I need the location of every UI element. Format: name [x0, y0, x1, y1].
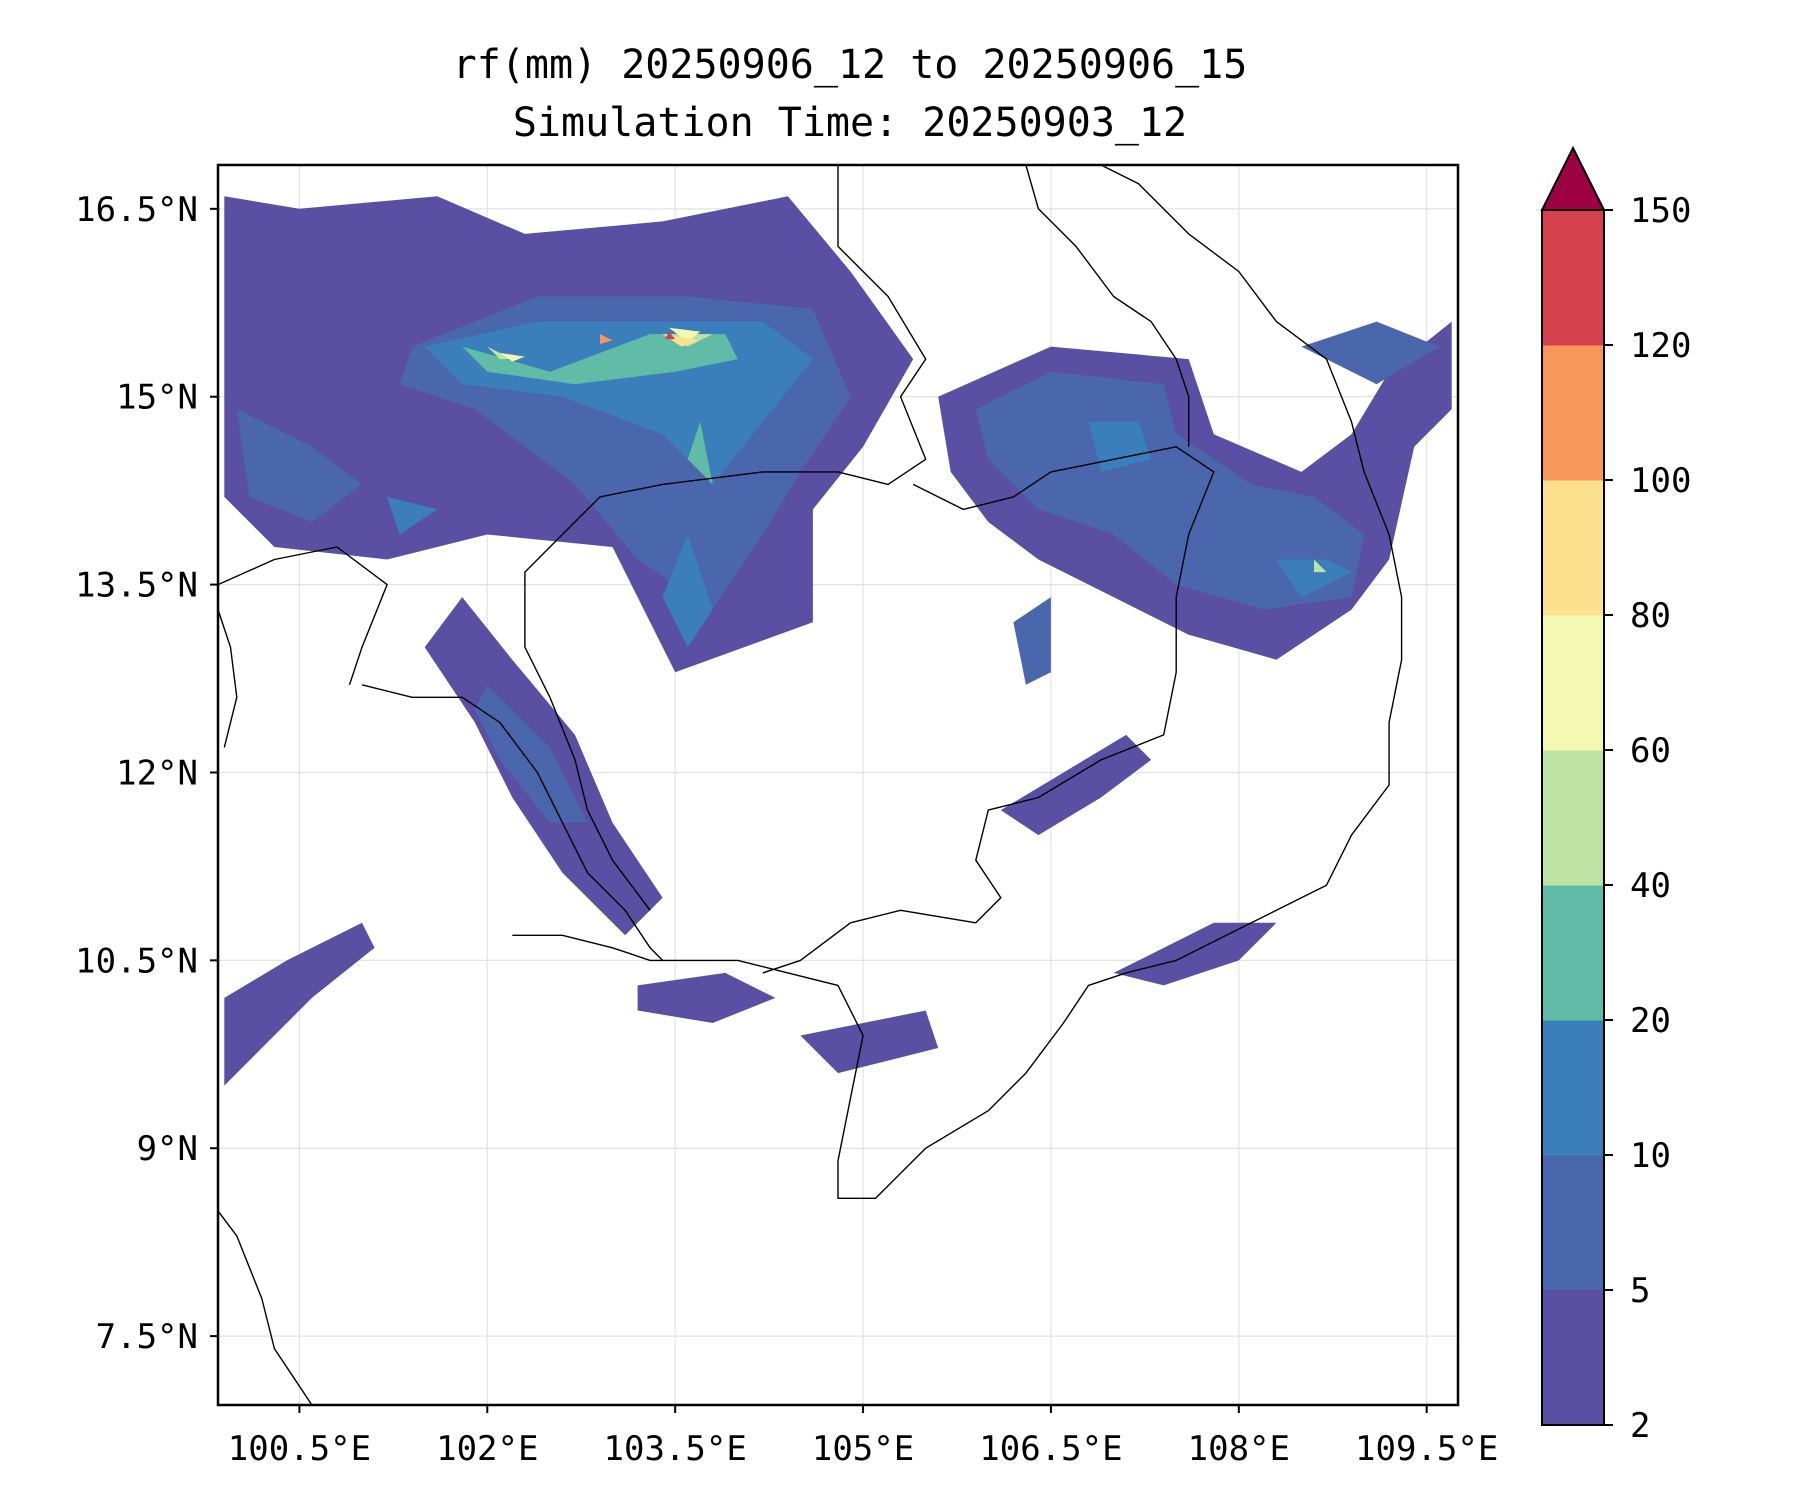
colorbar-segment-5 — [1542, 615, 1604, 751]
colorbar-tick-label-6: 80 — [1630, 596, 1671, 636]
y-tick-label-4: 10.5°N — [75, 941, 198, 981]
rain-region-level-3 — [687, 421, 713, 485]
rain-region-level-2 — [662, 534, 713, 648]
colorbar-tick-label-7: 100 — [1630, 461, 1691, 501]
rain-region-level-2 — [1088, 421, 1152, 472]
plot-title-line-2: Simulation Time: 20250903_12 — [512, 100, 1188, 146]
rain-region-level-1 — [1013, 597, 1051, 685]
rain-region-level-3 — [462, 334, 738, 385]
country-border-1 — [762, 446, 1215, 974]
rain-region-level-1 — [236, 409, 362, 522]
rain-region-level-0 — [224, 922, 375, 1086]
rain-region-level-8 — [665, 331, 676, 340]
colorbar-segment-6 — [1542, 480, 1604, 616]
rain-region-level-1 — [1301, 321, 1440, 385]
y-tick-label-5: 9°N — [137, 1129, 198, 1169]
colorbar-segment-1 — [1542, 1155, 1604, 1291]
rainfall-contours — [224, 196, 1452, 1086]
rain-region-level-5 — [668, 327, 701, 342]
colorbar-tick-label-3: 20 — [1630, 1001, 1671, 1041]
y-tick-label-3: 12°N — [116, 753, 198, 793]
colorbar-tick-label-1: 5 — [1630, 1271, 1650, 1311]
colorbar-tick-label-5: 60 — [1630, 731, 1671, 771]
coastline-2 — [218, 1210, 313, 1405]
coastline-3 — [218, 609, 238, 748]
map-frame — [216, 163, 1460, 1407]
colorbar-segment-0 — [1542, 1290, 1604, 1426]
colorbar-extend-arrow — [1540, 145, 1606, 211]
colorbar-tick-label-0: 2 — [1630, 1406, 1650, 1446]
coastline-0 — [512, 165, 1403, 1199]
colorbar-segment-7 — [1542, 345, 1604, 481]
rain-region-level-0 — [1000, 734, 1152, 836]
country-border-3 — [218, 546, 388, 686]
x-tick-label-2: 103.5°E — [604, 1429, 747, 1469]
x-tick-label-1: 102°E — [436, 1429, 538, 1469]
rain-region-level-4 — [487, 346, 525, 360]
y-tick-label-1: 15°N — [116, 378, 198, 418]
colorbar-tick-label-4: 40 — [1630, 866, 1671, 906]
colorbar-frame — [1541, 209, 1605, 1426]
rain-region-level-0 — [1113, 922, 1277, 986]
y-tick-label-0: 16.5°N — [75, 190, 198, 230]
country-border-2 — [1025, 165, 1190, 447]
colorbar-segment-2 — [1542, 1020, 1604, 1156]
coastline-1 — [361, 684, 664, 961]
y-tick-label-6: 7.5°N — [96, 1317, 198, 1357]
colorbar-segment-8 — [1542, 210, 1604, 346]
country-border-0 — [524, 165, 927, 911]
x-tick-label-3: 105°E — [812, 1429, 914, 1469]
axis-ticks: 100.5°E 102°E 103.5°E 105°E 106.5°E 108°E 109.… — [75, 190, 1498, 1469]
colorbar[interactable]: 2 5 10 20 40 60 80 100 120 150 — [1540, 145, 1691, 1446]
colorbar-segment-3 — [1542, 885, 1604, 1021]
rain-region-level-0 — [800, 1010, 939, 1074]
coastlines-and-borders — [218, 165, 1403, 1405]
rain-region-level-2 — [387, 496, 438, 535]
rain-region-level-4 — [1314, 559, 1327, 573]
x-tick-label-0: 100.5°E — [228, 1429, 371, 1469]
plot-title-line-1: rf(mm) 20250906_12 to 20250906_15 — [452, 42, 1248, 88]
rain-region-level-0 — [637, 972, 776, 1023]
colorbar-segment-4 — [1542, 750, 1604, 886]
x-tick-label-5: 108°E — [1188, 1429, 1290, 1469]
rain-region-level-1 — [474, 684, 588, 823]
rain-region-level-2 — [1276, 559, 1352, 598]
rain-region-level-7 — [600, 334, 613, 345]
y-tick-label-2: 13.5°N — [75, 566, 198, 606]
rain-region-level-5 — [499, 352, 525, 362]
colorbar-tick-label-9: 150 — [1630, 191, 1691, 231]
x-tick-label-6: 109.5°E — [1355, 1429, 1498, 1469]
x-tick-label-4: 106.5°E — [979, 1429, 1122, 1469]
colorbar-tick-label-2: 10 — [1630, 1136, 1671, 1176]
rain-region-level-1 — [975, 371, 1365, 610]
colorbar-tick-label-8: 120 — [1630, 326, 1691, 366]
